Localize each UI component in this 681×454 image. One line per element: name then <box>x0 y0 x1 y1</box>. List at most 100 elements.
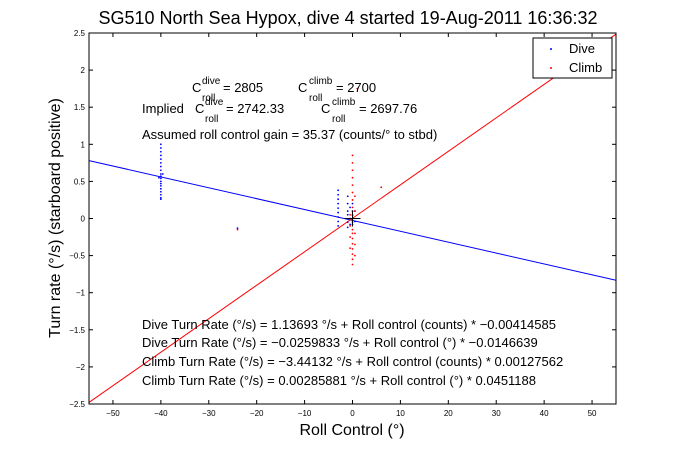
data-point-climb <box>349 247 352 250</box>
data-point-dive <box>346 221 349 224</box>
x-axis-label: Roll Control (°) <box>299 422 404 439</box>
y-tick-label: −1 <box>76 289 86 298</box>
data-point-climb <box>351 154 354 157</box>
data-point-climb <box>351 242 354 245</box>
y-axis-ticks: −2.5 −2 −1.5 −1 −0.5 0 0.5 1 1.5 2 2.5 <box>69 29 616 409</box>
data-point-climb <box>349 236 352 238</box>
data-point-dive <box>159 187 162 190</box>
data-point-dive <box>159 165 162 168</box>
data-point-dive <box>159 196 162 199</box>
legend-dive-marker <box>550 48 552 50</box>
data-point-dive <box>159 198 162 201</box>
data-point-climb <box>353 210 356 212</box>
data-point-climb <box>351 161 354 164</box>
fit-equation-1: Dive Turn Rate (°/s) = 1.13693 °/s + Rol… <box>142 317 556 332</box>
data-point-dive <box>159 182 162 185</box>
data-point-dive <box>159 143 162 146</box>
data-point-climb <box>349 225 352 227</box>
implied-climb-sup: climb <box>332 97 356 108</box>
y-tick-label: −1.5 <box>69 326 85 335</box>
data-point-climb <box>351 248 354 250</box>
y-tick-label: 0 <box>81 215 86 224</box>
data-point-dive <box>337 202 340 205</box>
implied-dive-prefix: C <box>195 101 204 116</box>
origin-marker <box>344 210 361 227</box>
data-point-dive <box>337 189 340 192</box>
data-point-climb <box>351 176 354 179</box>
roll-gain-note: Assumed roll control gain = 35.37 (count… <box>142 127 437 142</box>
y-tick-label: 1 <box>81 140 86 149</box>
data-point-climb <box>351 191 354 194</box>
data-points <box>158 87 383 266</box>
data-point-climb <box>353 195 356 198</box>
data-point-climb <box>236 228 239 231</box>
c-roll-dive-prefix: C <box>192 80 201 95</box>
data-point-climb <box>351 169 354 172</box>
data-point-dive <box>337 220 340 223</box>
data-point-climb <box>356 87 359 90</box>
implied-dive-value: = 2742.33 <box>226 101 284 116</box>
annotations: C dive roll = 2805 C climb roll = 2700 I… <box>142 76 563 388</box>
data-point-dive <box>337 193 340 196</box>
data-point-dive <box>158 176 160 179</box>
legend-climb-label: Climb <box>569 60 602 75</box>
y-tick-label: 2.5 <box>74 29 86 38</box>
data-point-climb <box>349 213 352 216</box>
fit-equation-3: Climb Turn Rate (°/s) = −3.44132 °/s + R… <box>142 354 563 369</box>
y-tick-label: 2 <box>81 66 86 75</box>
data-point-dive <box>337 216 340 218</box>
data-point-climb <box>353 254 356 257</box>
data-point-dive <box>346 210 349 212</box>
data-point-dive <box>337 225 340 227</box>
data-point-climb <box>353 243 356 246</box>
c-roll-dive-sup: dive <box>202 76 221 87</box>
x-tick-label: 0 <box>350 409 355 418</box>
x-tick-label: −40 <box>154 409 168 418</box>
x-tick-label: 40 <box>540 409 549 418</box>
data-point-dive <box>236 227 239 230</box>
data-point-climb <box>351 199 354 201</box>
c-roll-climb-sup: climb <box>309 76 333 87</box>
data-point-dive <box>346 195 349 198</box>
implied-climb-sub: roll <box>332 114 345 125</box>
y-tick-label: 1.5 <box>74 103 86 112</box>
data-point-climb <box>351 232 354 235</box>
c-roll-climb-sub: roll <box>309 93 322 104</box>
implied-c-roll: Implied C dive roll = 2742.33 C climb ro… <box>142 97 417 125</box>
data-point-dive <box>159 147 162 149</box>
data-point-climb <box>353 232 356 235</box>
data-point-dive <box>337 211 340 214</box>
x-tick-label: −50 <box>106 409 120 418</box>
data-point-dive <box>159 175 162 178</box>
data-point-dive <box>351 202 354 205</box>
c-roll-dive: C dive roll = 2805 <box>192 76 263 104</box>
data-point-dive <box>346 202 349 205</box>
data-point-climb <box>351 228 354 231</box>
data-point-dive <box>337 207 340 210</box>
chart-title: SG510 North Sea Hypox, dive 4 started 19… <box>99 8 598 28</box>
x-axis-ticks: −50 −40 −30 −20 −10 0 10 20 30 40 50 <box>106 33 597 418</box>
legend-climb-marker <box>550 67 552 69</box>
plot-area: −50 −40 −30 −20 −10 0 10 20 30 40 50 −2.5−2−1.5−1−… <box>69 29 617 418</box>
legend: Dive Climb <box>532 37 613 79</box>
x-tick-label: −30 <box>202 409 216 418</box>
data-point-dive <box>353 220 356 223</box>
data-point-dive <box>159 193 162 196</box>
data-point-climb <box>351 206 354 209</box>
data-point-dive <box>159 154 162 157</box>
x-tick-label: −20 <box>250 409 264 418</box>
y-tick-label: −2.5 <box>69 400 85 409</box>
data-point-dive <box>346 226 349 229</box>
data-point-dive <box>159 158 162 161</box>
legend-box <box>532 37 613 79</box>
y-tick-label: −2 <box>76 363 86 372</box>
data-point-climb <box>351 184 354 187</box>
data-point-dive <box>161 173 164 175</box>
data-point-dive <box>159 177 162 180</box>
data-point-dive <box>337 198 340 201</box>
data-point-dive <box>349 223 352 226</box>
data-point-climb <box>351 253 354 256</box>
data-point-dive <box>346 213 349 216</box>
implied-climb-value: = 2697.76 <box>359 101 417 116</box>
